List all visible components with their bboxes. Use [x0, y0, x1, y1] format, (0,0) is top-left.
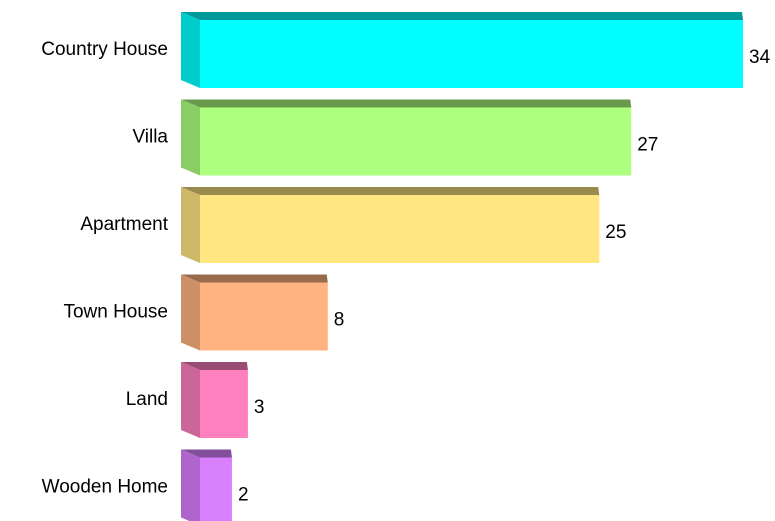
bar-side — [181, 362, 200, 438]
bar — [200, 282, 328, 351]
category-label: Country House — [41, 39, 168, 60]
value-label: 25 — [605, 222, 626, 243]
value-label: 27 — [637, 135, 658, 156]
bar-side — [181, 99, 200, 176]
bar-top — [181, 362, 248, 370]
bar-top — [181, 99, 632, 108]
bar-side — [181, 449, 200, 521]
bar-top — [181, 12, 743, 20]
category-label: Villa — [132, 127, 168, 148]
category-label: Land — [126, 389, 168, 410]
bar — [200, 107, 632, 176]
bar-side — [181, 274, 200, 351]
bar — [200, 195, 600, 263]
bar-side — [181, 12, 200, 88]
value-label: 2 — [238, 485, 249, 506]
value-label: 3 — [254, 397, 265, 418]
bar — [200, 370, 248, 438]
bar — [200, 457, 232, 521]
category-label: Apartment — [80, 214, 168, 235]
bar-side — [181, 187, 200, 263]
category-label: Wooden Home — [42, 477, 168, 498]
bar-top — [181, 274, 328, 283]
bar-top — [181, 449, 232, 458]
value-label: 8 — [334, 310, 345, 331]
category-label: Town House — [63, 302, 168, 323]
bar-top — [181, 187, 600, 195]
bar — [200, 20, 743, 88]
value-label: 34 — [749, 47, 771, 68]
